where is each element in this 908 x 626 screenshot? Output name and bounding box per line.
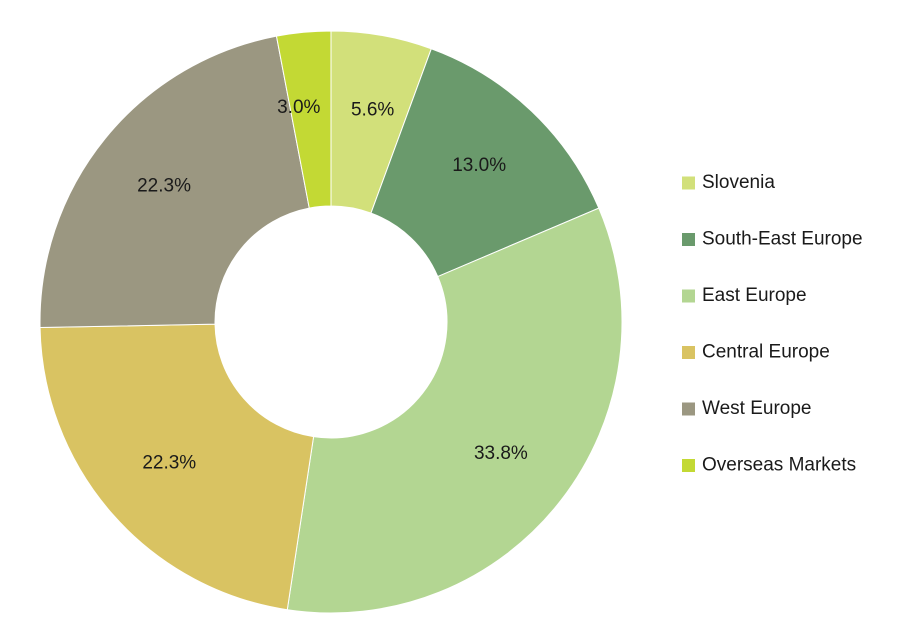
data-label-slovenia: 5.6% (351, 99, 394, 120)
data-label-east-europe: 33.8% (474, 443, 528, 464)
legend-label-overseas-markets: Overseas Markets (702, 455, 856, 476)
legend-label-east-europe: East Europe (702, 285, 807, 306)
legend-swatch-south-east-europe (682, 233, 695, 246)
legend-swatch-west-europe (682, 402, 695, 416)
slice-overseas-markets (275, 30, 332, 209)
slice-central-europe (39, 323, 315, 611)
legend-swatch-central-europe (682, 346, 695, 359)
legend-swatch-east-europe (682, 289, 695, 303)
legend-swatch-slovenia (682, 176, 695, 190)
donut-slices (39, 30, 623, 614)
legend-label-west-europe: West Europe (702, 398, 811, 419)
data-label-south-east-europe: 13.0% (452, 155, 506, 176)
legend-label-central-europe: Central Europe (702, 342, 830, 363)
legend-label-slovenia: Slovenia (702, 172, 775, 193)
data-label-west-europe: 22.3% (137, 176, 191, 197)
data-labels: 5.6% 13.0% 33.8% 22.3% 22.3% 3.0% (137, 97, 528, 474)
data-label-central-europe: 22.3% (142, 453, 196, 474)
data-label-overseas-markets: 3.0% (277, 97, 320, 118)
legend: Slovenia South-East Europe East Europe Cent… (682, 172, 863, 476)
legend-label-south-east-europe: South-East Europe (702, 229, 863, 250)
slice-west-europe (39, 35, 310, 328)
slice-east-europe (286, 207, 623, 614)
slice-south-east-europe (370, 48, 600, 278)
legend-swatch-overseas-markets (682, 459, 695, 472)
